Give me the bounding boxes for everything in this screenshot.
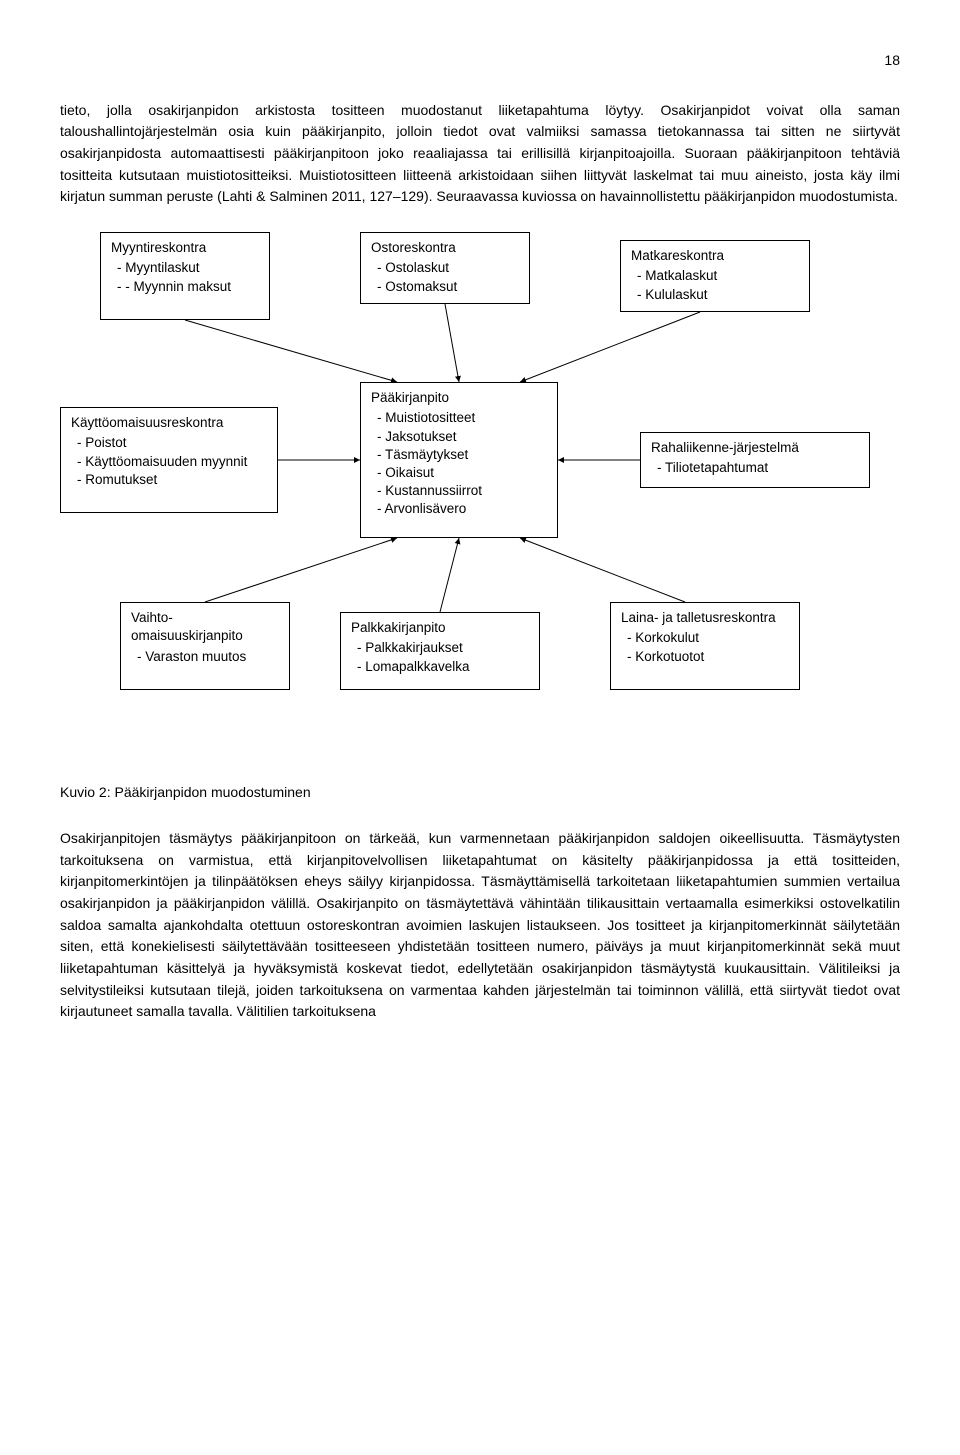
node-item: Oikaisut <box>391 464 547 482</box>
node-item: Täsmäytykset <box>391 446 547 464</box>
flowchart-node-n8: Palkkakirjanpito PalkkakirjauksetLomapalk… <box>340 612 540 690</box>
node-title: Vaihto-omaisuuskirjanpito <box>131 609 279 645</box>
node-item: Palkkakirjaukset <box>371 639 529 657</box>
node-item: Kululaskut <box>651 286 799 304</box>
node-item: Ostomaksut <box>391 278 519 296</box>
flowchart-node-n7: Vaihto-omaisuuskirjanpito Varaston muutos <box>120 602 290 690</box>
node-item: Arvonlisävero <box>391 500 547 518</box>
flowchart-paakirjanpito: Myyntireskontra Myyntilaskut- Myynnin mak… <box>60 232 900 752</box>
page-number: 18 <box>60 50 900 72</box>
node-title: Palkkakirjanpito <box>351 619 529 637</box>
flowchart-edge <box>445 304 459 382</box>
flowchart-node-n6: Rahaliikenne-järjestelmä Tiliotetapahtuma… <box>640 432 870 488</box>
node-item: Romutukset <box>91 471 267 489</box>
node-item-list: PoistotKäyttöomaisuuden myynnitRomutukse… <box>71 434 267 489</box>
node-item-list: Myyntilaskut- Myynnin maksut <box>111 259 259 295</box>
node-item-list: OstolaskutOstomaksut <box>371 259 519 295</box>
node-item: Tiliotetapahtumat <box>671 459 859 477</box>
flowchart-node-n2: Ostoreskontra OstolaskutOstomaksut <box>360 232 530 304</box>
node-item-list: PalkkakirjauksetLomapalkkavelka <box>351 639 529 675</box>
node-item: Muistiotositteet <box>391 409 547 427</box>
node-item: Ostolaskut <box>391 259 519 277</box>
flowchart-node-n3: Matkareskontra MatkalaskutKululaskut <box>620 240 810 312</box>
flowchart-edge <box>205 538 397 602</box>
paragraph-intro: tieto, jolla osakirjanpidon arkistosta t… <box>60 100 900 208</box>
paragraph-details: Osakirjanpitojen täsmäytys pääkirjanpito… <box>60 828 900 1023</box>
node-item: Lomapalkkavelka <box>371 658 529 676</box>
node-title: Rahaliikenne-järjestelmä <box>651 439 859 457</box>
flowchart-node-n4: Käyttöomaisuusreskontra PoistotKäyttöomai… <box>60 407 278 513</box>
node-item: Myyntilaskut <box>131 259 259 277</box>
figure-caption: Kuvio 2: Pääkirjanpidon muodostuminen <box>60 782 900 804</box>
node-item-list: MatkalaskutKululaskut <box>631 267 799 303</box>
node-item: Käyttöomaisuuden myynnit <box>91 453 267 471</box>
node-item: Matkalaskut <box>651 267 799 285</box>
node-item-list: Varaston muutos <box>131 648 279 666</box>
node-item-list: MuistiotositteetJaksotuksetTäsmäytyksetO… <box>371 409 547 518</box>
node-item: Jaksotukset <box>391 428 547 446</box>
flowchart-edge <box>520 538 685 602</box>
node-item: Varaston muutos <box>151 648 279 666</box>
node-title: Ostoreskontra <box>371 239 519 257</box>
node-item-list: Tiliotetapahtumat <box>651 459 859 477</box>
node-item: Poistot <box>91 434 267 452</box>
flowchart-node-n5: Pääkirjanpito MuistiotositteetJaksotukset… <box>360 382 558 538</box>
node-title: Matkareskontra <box>631 247 799 265</box>
flowchart-edge <box>440 538 459 612</box>
node-title: Laina- ja talletusreskontra <box>621 609 789 627</box>
node-item-list: KorkokulutKorkotuotot <box>621 629 789 665</box>
node-title: Pääkirjanpito <box>371 389 547 407</box>
flowchart-node-n1: Myyntireskontra Myyntilaskut- Myynnin mak… <box>100 232 270 320</box>
node-title: Käyttöomaisuusreskontra <box>71 414 267 432</box>
node-item: Korkokulut <box>641 629 789 647</box>
flowchart-edge <box>185 320 397 382</box>
node-item: Korkotuotot <box>641 648 789 666</box>
node-item: Kustannussiirrot <box>391 482 547 500</box>
node-title: Myyntireskontra <box>111 239 259 257</box>
flowchart-node-n9: Laina- ja talletusreskontra KorkokulutKor… <box>610 602 800 690</box>
flowchart-edge <box>520 312 700 382</box>
node-item: - Myynnin maksut <box>131 278 259 296</box>
